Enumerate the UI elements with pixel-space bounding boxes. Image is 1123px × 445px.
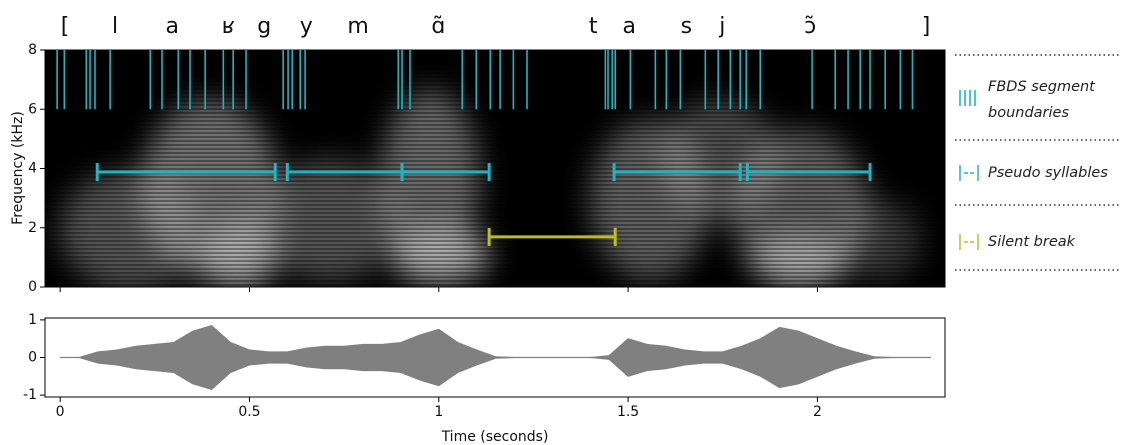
y-tick-label: 2 bbox=[28, 220, 37, 236]
phoneme-label: y bbox=[300, 14, 313, 39]
phoneme-label: s bbox=[681, 14, 692, 39]
y-tick-label: 6 bbox=[28, 101, 37, 117]
phoneme-label: ɔ̃ bbox=[804, 14, 816, 39]
phoneme-label: ʁ bbox=[222, 14, 235, 39]
x-tick-label: 2 bbox=[813, 404, 822, 420]
y-axis-label: Frequency (kHz) bbox=[10, 111, 26, 225]
phoneme-label: l bbox=[112, 14, 118, 39]
phoneme-label: t bbox=[589, 14, 598, 39]
legend-separators bbox=[955, 54, 1120, 271]
legend-label: Pseudo syllables bbox=[988, 165, 1108, 181]
y-tick-label: 0 bbox=[28, 350, 37, 366]
y-tick-label: 4 bbox=[28, 161, 37, 177]
y-tick-label: 8 bbox=[28, 42, 37, 58]
phoneme-label: ] bbox=[922, 14, 931, 39]
spectrogram-image bbox=[45, 50, 945, 287]
phoneme-label: [ bbox=[61, 14, 70, 39]
waveform-envelope bbox=[60, 325, 931, 390]
x-tick-label: 1 bbox=[434, 404, 443, 420]
x-axis-label: Time (seconds) bbox=[441, 429, 549, 445]
legend-label: FBDS segment boundaries bbox=[988, 79, 1095, 121]
x-tick-label: 0.5 bbox=[238, 404, 260, 420]
y-tick-label: 0 bbox=[28, 279, 37, 295]
phoneme-label: ɑ̃ bbox=[431, 14, 445, 39]
y-tick-label: -1 bbox=[23, 387, 37, 403]
phoneme-label: j bbox=[718, 14, 725, 39]
phoneme-label: a bbox=[165, 14, 178, 39]
phoneme-label: g bbox=[257, 14, 271, 39]
phoneme-label: a bbox=[622, 14, 635, 39]
phoneme-label: m bbox=[347, 14, 368, 39]
waveform-lower bbox=[60, 357, 931, 391]
legend-label: Silent break bbox=[988, 234, 1076, 250]
y-tick-label: 1 bbox=[28, 312, 37, 328]
waveform-upper bbox=[60, 324, 931, 358]
x-tick-label: 0 bbox=[56, 404, 65, 420]
x-tick-label: 1.5 bbox=[617, 404, 639, 420]
